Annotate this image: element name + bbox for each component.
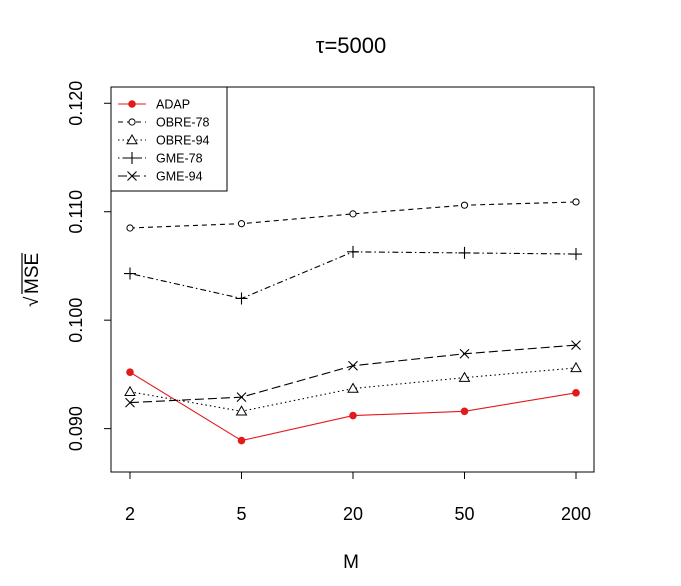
series-line-gme-78: [129, 251, 577, 300]
y-axis: 0.090 0.100 0.110 0.120: [66, 81, 112, 451]
legend-marker: [128, 100, 136, 108]
legend-label: OBRE-94: [156, 134, 210, 148]
y-tick-label: 0.090: [66, 406, 86, 451]
x-axis-label: M: [343, 552, 359, 573]
legend-label: OBRE-78: [156, 116, 210, 130]
x-tick-label: 200: [561, 504, 591, 524]
series-gme-94: [125, 340, 581, 408]
series-line-obre-78: [129, 201, 577, 229]
y-tick-label: 0.120: [66, 81, 86, 126]
legend-item-gme-94: GME-94: [118, 170, 203, 184]
data-point-adap: [572, 389, 580, 397]
data-point-gme-94: [236, 392, 247, 403]
x-axis: 2 5 20 50 200: [125, 471, 591, 524]
x-tick-label: 20: [343, 504, 363, 524]
data-point-gme-94: [348, 360, 358, 371]
data-point-gme-78: [235, 292, 248, 305]
data-point-gme-78: [347, 245, 359, 258]
data-point-obre-94: [124, 385, 136, 396]
series-line-adap: [129, 371, 577, 442]
series-adap: [126, 368, 580, 445]
y-axis-label: √ MSE: [21, 253, 43, 307]
data-point-adap: [349, 411, 357, 420]
legend-label: ADAP: [156, 98, 190, 112]
data-point-gme-78: [124, 267, 136, 280]
legend-item-gme-78: GME-78: [118, 152, 203, 166]
y-tick-label: 0.100: [66, 298, 86, 343]
legend-item-obre-78: OBRE-78: [118, 116, 210, 130]
chart-title: τ=5000: [316, 33, 386, 58]
legend-label: GME-78: [156, 152, 203, 166]
legend-marker: [126, 152, 138, 164]
data-point-obre-78: [460, 201, 469, 209]
y-axis-label-text: MSE: [22, 253, 43, 294]
data-point-obre-94: [235, 405, 248, 416]
data-point-obre-94: [570, 361, 582, 373]
y-tick-label: 0.110: [66, 190, 86, 234]
legend-marker: [126, 133, 138, 145]
data-point-obre-94: [347, 382, 359, 393]
y-axis-label-radical: √: [22, 296, 43, 307]
data-point-adap: [237, 436, 246, 445]
data-point-gme-94: [571, 340, 581, 351]
x-tick-label: 50: [454, 504, 474, 524]
series-layer: [124, 198, 582, 445]
series-gme-78: [124, 245, 582, 305]
data-point-gme-78: [458, 246, 471, 259]
data-point-gme-94: [459, 348, 470, 359]
legend-marker: [127, 171, 137, 181]
data-point-obre-78: [237, 220, 246, 228]
data-point-obre-94: [458, 371, 471, 382]
x-tick-label: 5: [236, 504, 246, 524]
data-point-obre-78: [126, 224, 134, 232]
data-point-obre-78: [349, 210, 357, 218]
series-obre-78: [126, 198, 580, 232]
data-point-gme-78: [570, 248, 582, 261]
legend: ADAP OBRE-78 OBRE-94 GME-78 GME-94: [110, 86, 228, 192]
data-point-gme-94: [125, 397, 135, 408]
data-point-adap: [460, 407, 469, 416]
data-point-adap: [126, 368, 134, 377]
series-obre-94: [124, 361, 582, 416]
legend-marker: [128, 118, 136, 126]
legend-item-obre-94: OBRE-94: [118, 134, 210, 148]
legend-item-adap: ADAP: [118, 98, 190, 112]
x-tick-label: 2: [125, 504, 135, 524]
legend-label: GME-94: [156, 170, 203, 184]
data-point-obre-78: [572, 198, 580, 206]
